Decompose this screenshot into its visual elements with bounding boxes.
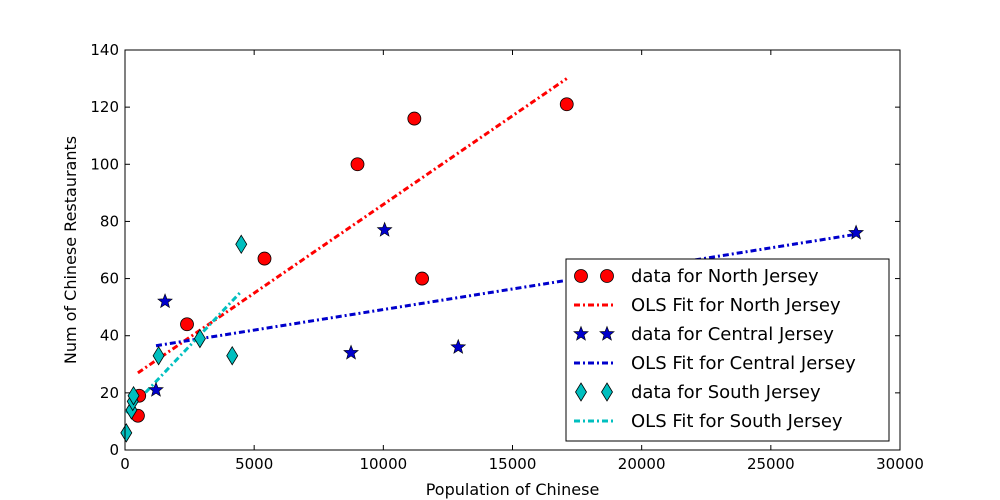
series-2-point-2 [343,344,359,360]
y-tick-label-5: 100 [90,155,119,173]
legend-label-3: OLS Fit for Central Jersey [631,353,856,374]
y-tick-label-0: 0 [109,441,119,459]
legend-label-0: data for North Jersey [631,266,819,287]
y-tick-label-3: 60 [100,270,119,288]
series-4-points [120,234,248,443]
legend-label-5: OLS Fit for South Jersey [631,411,843,432]
series-0-point-4 [350,157,365,172]
legend-item-1: OLS Fit for North Jersey [574,295,841,316]
x-tick-label-4: 20000 [618,455,666,473]
series-2-point-5 [848,224,865,240]
legend-item-0: data for North Jersey [574,266,819,287]
legend-item-4: data for South Jersey [575,382,821,403]
y-tick-label-7: 140 [90,41,119,59]
legend-marker-0-b [600,269,614,283]
y-tick-label-6: 120 [90,98,119,116]
axes-layer: 0 5000 10000 15000 20000 25000 30000 0 20 40 60 80 1… [90,41,924,473]
legend-marker-2-b [599,325,615,341]
legend: data for North Jersey OLS Fit for North J… [565,258,890,442]
series-1-fit-line [137,77,568,375]
x-tick-label-2: 10000 [359,455,407,473]
legend-label-4: data for South Jersey [631,382,821,403]
legend-label-1: OLS Fit for North Jersey [631,295,841,316]
series-2-points [148,221,865,397]
legend-label-2: data for Central Jersey [631,324,834,345]
series-4-point-4 [152,345,165,366]
x-tick-label-6: 30000 [876,455,924,473]
series-0-point-5 [407,111,422,126]
series-4-point-6 [226,345,239,366]
x-axis-label: Population of Chinese [426,480,600,499]
series-0-point-6 [415,271,429,286]
legend-marker-4-b [601,382,613,402]
series-2-point-3 [376,221,393,237]
series-layer [120,77,865,443]
series-4-point-7 [235,234,248,255]
series-2-point-0 [148,381,164,397]
series-2-point-4 [450,338,467,354]
legend-marker-4-a [575,382,587,402]
series-0-points [131,97,574,423]
legend-box [565,258,890,442]
series-4-point-0 [120,423,133,443]
x-tick-label-1: 5000 [235,455,273,473]
series-4-point-5 [193,328,206,349]
series-0-point-7 [559,97,574,112]
legend-item-5: OLS Fit for South Jersey [574,411,843,432]
series-2-point-1 [157,293,173,309]
y-tick-label-4: 80 [100,212,119,230]
series-0-point-2 [180,317,194,332]
x-tick-label-5: 25000 [747,455,795,473]
legend-item-3: OLS Fit for Central Jersey [574,353,856,374]
y-tick-label-2: 40 [100,327,119,345]
legend-marker-0-a [574,269,588,283]
legend-marker-2-a [573,325,589,341]
y-axis-label: Num of Chinese Restaurants [61,136,80,364]
y-tick-label-1: 20 [100,384,119,402]
series-3-fit-line [155,232,857,348]
legend-item-2: data for Central Jersey [573,324,834,345]
series-0-point-3 [257,251,272,266]
x-tick-label-0: 0 [120,455,130,473]
x-tick-label-3: 15000 [489,455,537,473]
